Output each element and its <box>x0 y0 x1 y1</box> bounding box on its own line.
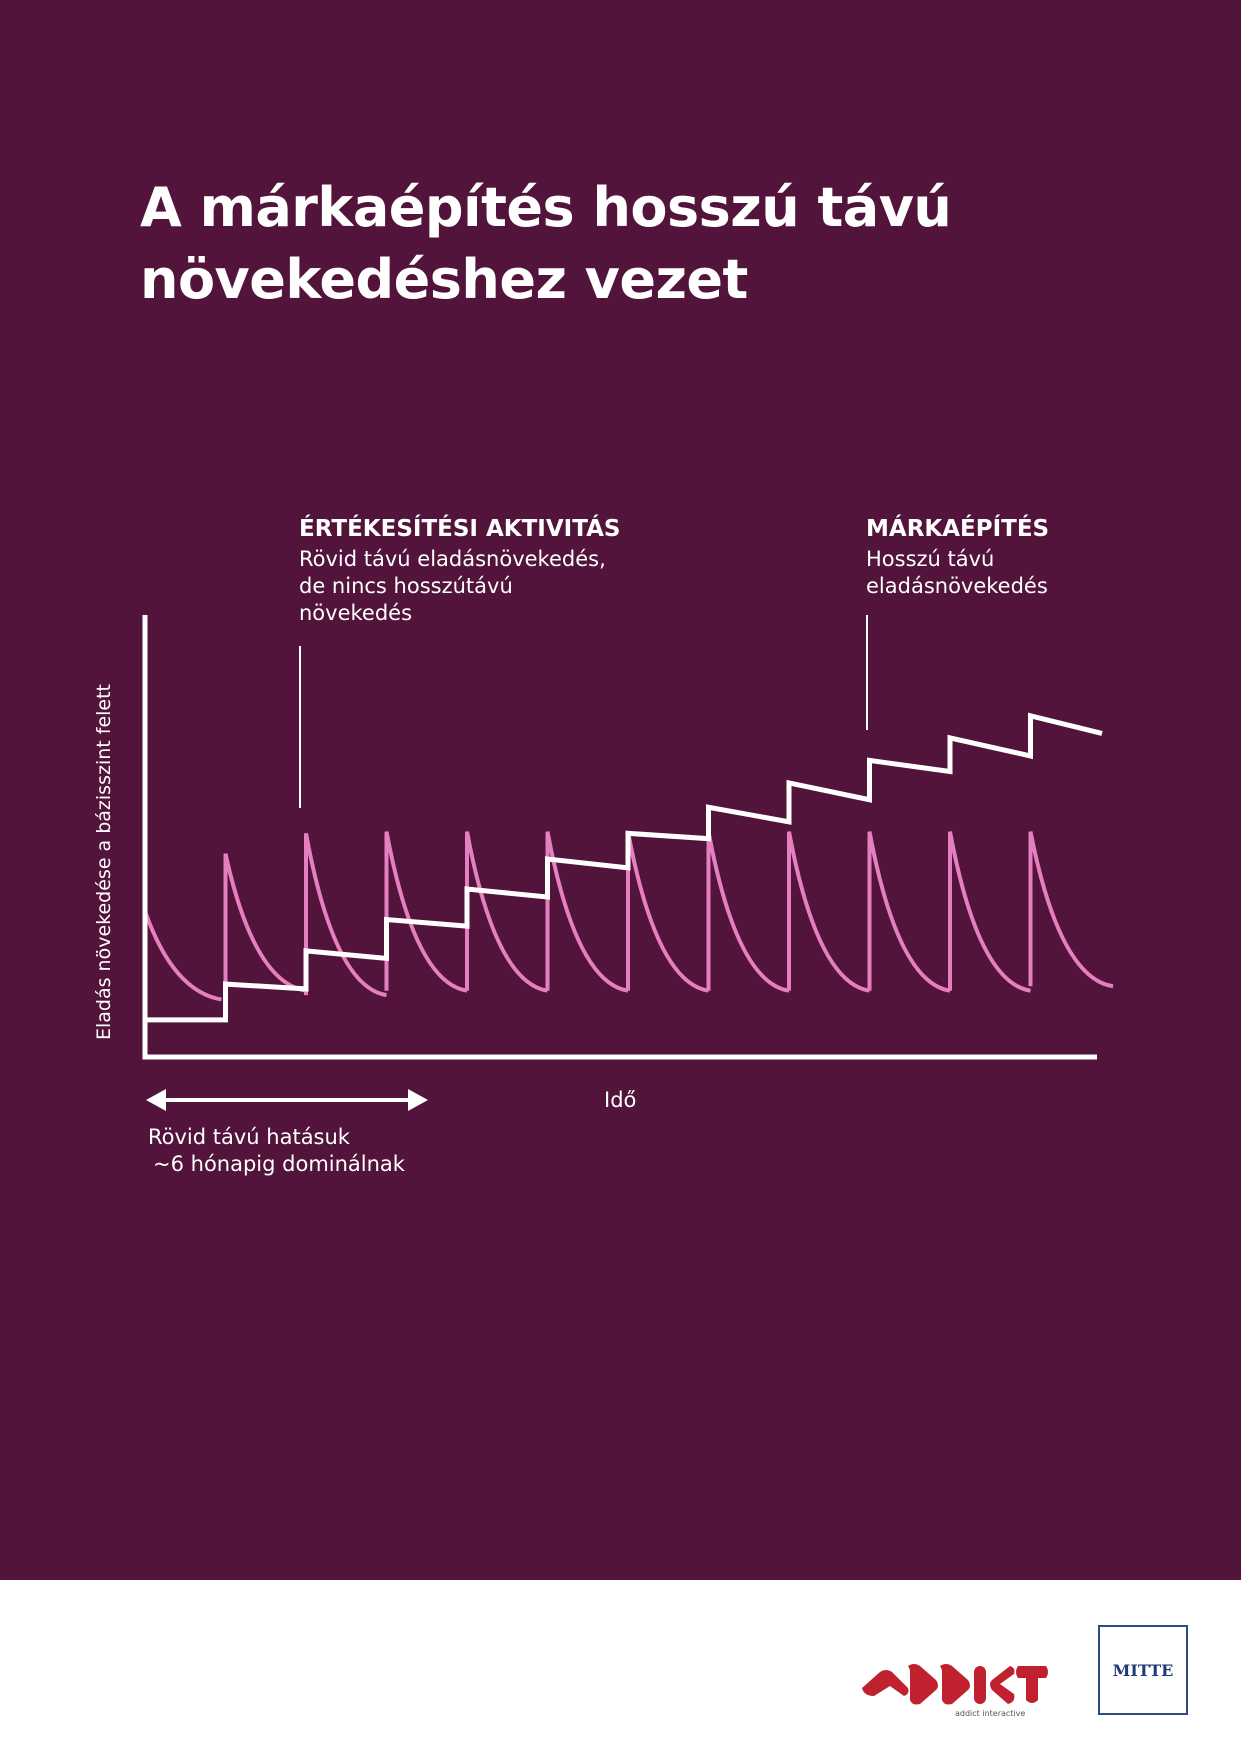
addict-logo: addict interactive <box>860 1660 1050 1722</box>
sales-pulse-8 <box>787 831 870 993</box>
background-panel <box>0 0 1241 1580</box>
brand-line-2: eladásnövekedés <box>866 574 1048 598</box>
sales-pulse-11 <box>1028 831 1114 989</box>
sales-line-1: Rövid távú eladásnövekedés, <box>299 547 606 571</box>
mitte-logo: MITTE <box>1098 1625 1188 1715</box>
sales-heading: ÉRTÉKESÍTÉSI AKTIVITÁS <box>299 516 621 542</box>
short-term-line-1: Rövid távú hatásuk <box>148 1125 350 1149</box>
brand-line-1: Hosszú távú <box>866 547 995 571</box>
sales-pulse-9 <box>867 831 951 993</box>
arrow-right-icon <box>408 1089 428 1111</box>
sales-pulse-5 <box>545 831 629 993</box>
sales-series <box>143 831 1114 1002</box>
sales-line-3: növekedés <box>299 601 413 625</box>
sales-pulse-10 <box>948 831 1031 993</box>
sales-pulse-2 <box>304 832 387 998</box>
sales-pulse-7 <box>706 831 790 993</box>
title-line-2: növekedéshez vezet <box>140 248 748 311</box>
brand-step-line <box>147 712 1103 1023</box>
page-title: A márkaépítés hosszú távú növekedéshez v… <box>140 172 952 316</box>
axes <box>142 615 1097 1060</box>
addict-subtitle: addict interactive <box>955 1709 1025 1718</box>
chart <box>142 615 1114 1111</box>
double-arrow <box>146 1089 428 1111</box>
mitte-logo-text: MITTE <box>1112 1660 1174 1680</box>
sales-pulse-6 <box>626 831 709 993</box>
sales-pulse-1 <box>223 853 307 993</box>
brand-heading: MÁRKAÉPÍTÉS <box>866 516 1050 542</box>
arrow-left-icon <box>146 1089 166 1111</box>
sales-pulse-4 <box>465 831 548 993</box>
sales-line-2: de nincs hosszútávú <box>299 574 513 598</box>
x-axis-label: Idő <box>604 1088 637 1112</box>
brand-series <box>147 712 1103 1023</box>
short-term-line-2: ~6 hónapig dominálnak <box>153 1152 405 1176</box>
sales-pulse-3 <box>384 831 468 993</box>
sales-pulse-0 <box>143 910 222 1002</box>
title-line-1: A márkaépítés hosszú távú <box>140 176 952 239</box>
